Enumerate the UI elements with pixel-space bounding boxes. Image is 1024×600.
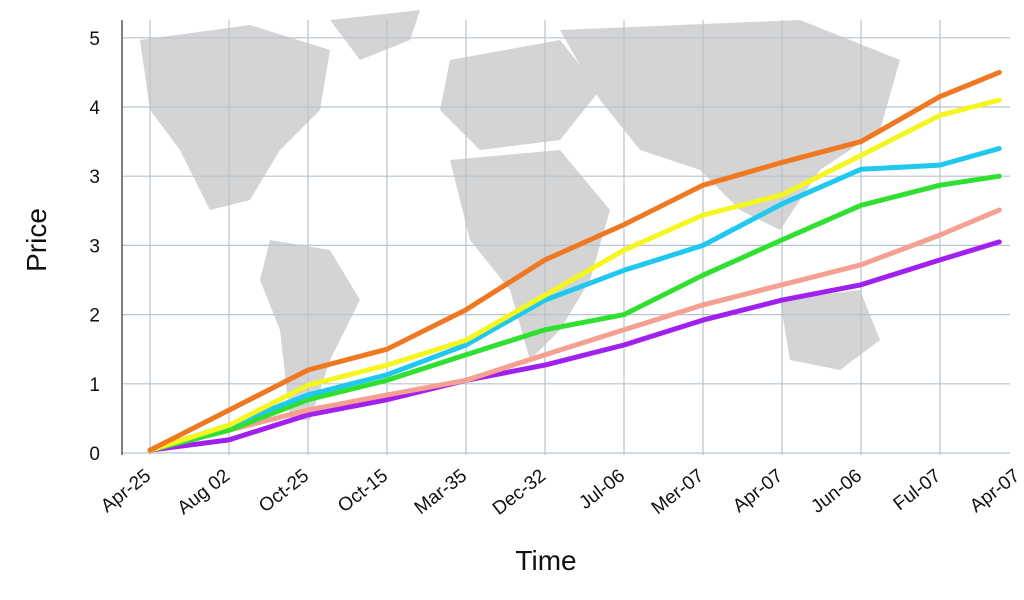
x-tick-label: Aug 02 bbox=[174, 465, 234, 519]
y-tick-label: 3 bbox=[89, 236, 100, 257]
x-tick-label: Apr-07 bbox=[729, 465, 787, 517]
x-tick-label: Dec-32 bbox=[489, 465, 550, 519]
x-tick-label: Mar-35 bbox=[411, 465, 471, 519]
y-axis-label: Price bbox=[21, 208, 52, 272]
x-tick-label: Oct-15 bbox=[334, 465, 392, 517]
y-tick-label: 4 bbox=[89, 98, 100, 119]
y-tick-label: 5 bbox=[89, 29, 100, 50]
x-tick-label: Apr-07 bbox=[966, 465, 1024, 517]
y-tick-label: 1 bbox=[89, 375, 100, 396]
x-tick-label: Ful-07 bbox=[890, 465, 945, 515]
x-tick-label: Apr-25 bbox=[97, 465, 155, 517]
y-tick-label: 3 bbox=[89, 167, 100, 188]
x-axis-ticks: Apr-25 Aug 02 Oct-25 Oct-15 Mar-35 Dec-32 Jul-… bbox=[97, 465, 1024, 519]
series-line bbox=[147, 239, 1002, 453]
x-tick-label: Jul-06 bbox=[575, 465, 629, 513]
series-line bbox=[147, 207, 1002, 453]
x-tick-label: Mer-07 bbox=[648, 465, 708, 519]
x-tick-label: Jun-06 bbox=[807, 465, 866, 517]
series-line bbox=[147, 173, 1002, 453]
world-map-background bbox=[140, 10, 900, 420]
x-axis-label: Time bbox=[515, 545, 576, 576]
y-tick-label: 0 bbox=[89, 444, 100, 465]
series-line bbox=[147, 97, 1002, 453]
y-tick-label: 2 bbox=[89, 306, 100, 327]
series-line bbox=[147, 146, 1002, 453]
x-tick-label: Oct-25 bbox=[255, 465, 313, 517]
series-line bbox=[147, 69, 1002, 453]
series-lines bbox=[147, 69, 1002, 453]
y-axis-ticks: 0 1 2 3 3 4 5 bbox=[89, 29, 100, 465]
